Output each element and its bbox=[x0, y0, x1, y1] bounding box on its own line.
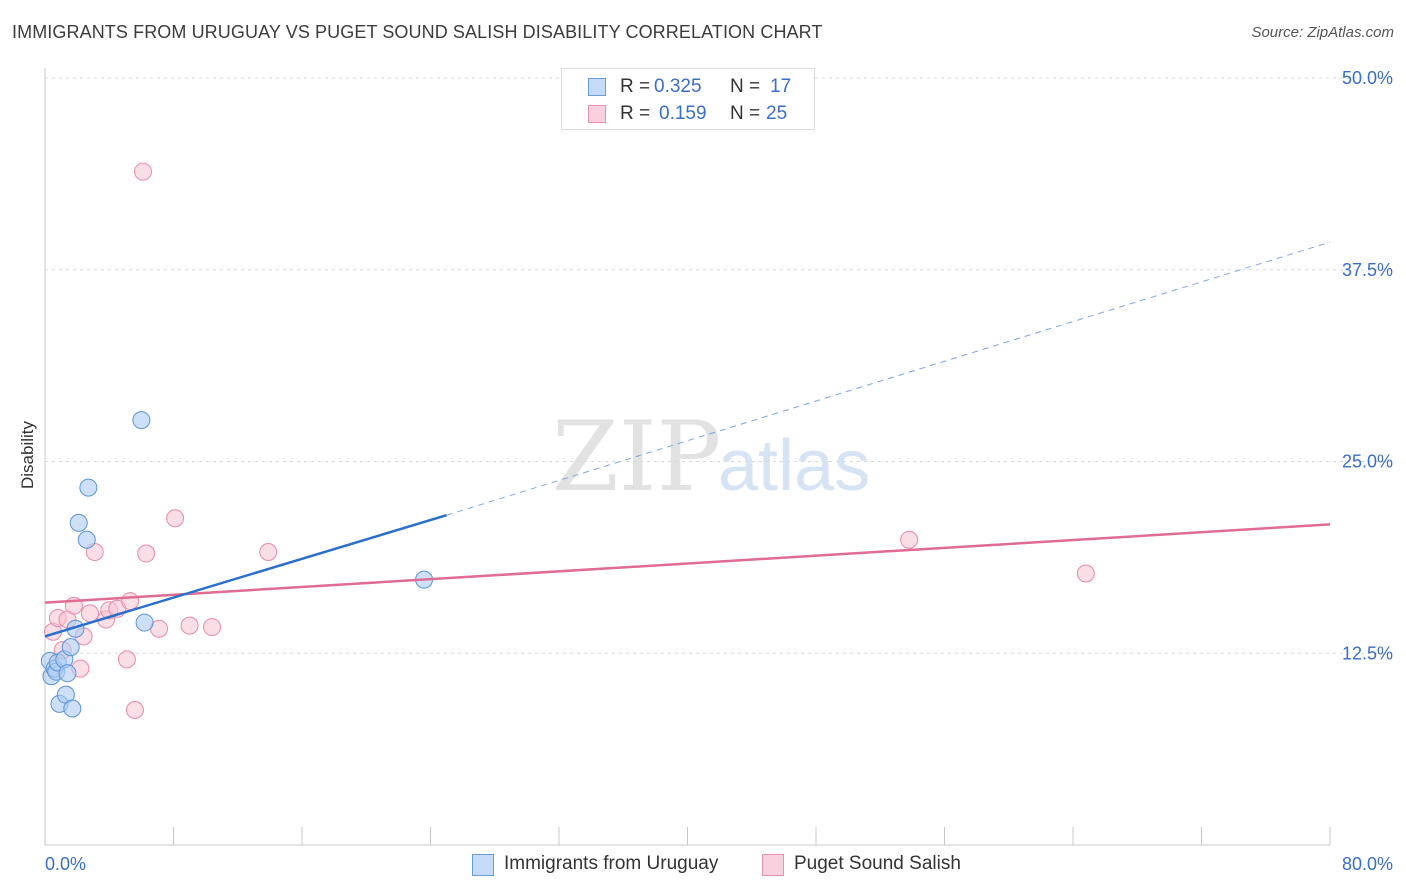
chart-title: IMMIGRANTS FROM URUGUAY VS PUGET SOUND S… bbox=[12, 22, 823, 42]
n-label: N = bbox=[730, 76, 761, 97]
r-label: R = bbox=[620, 103, 651, 124]
series-legend: Immigrants from Uruguay Puget Sound Sali… bbox=[0, 852, 1406, 878]
legend-swatch-salish bbox=[588, 105, 606, 123]
data-point-uruguay bbox=[132, 411, 151, 430]
data-point-salish bbox=[133, 162, 152, 181]
data-point-uruguay bbox=[69, 513, 88, 532]
trend-line-uruguay bbox=[44, 513, 447, 638]
trend-lines bbox=[44, 241, 1331, 638]
grid-lines bbox=[45, 77, 1395, 654]
r-value-salish: 0.159 bbox=[659, 103, 707, 124]
data-point-salish bbox=[900, 530, 919, 549]
data-point-salish bbox=[259, 543, 278, 562]
y-tick-labels: 12.5% 25.0% 37.5% 50.0% bbox=[1342, 68, 1393, 663]
x-ticks: 0.0% 80.0% bbox=[44, 827, 1393, 874]
x-tick-label: 0.0% bbox=[45, 854, 86, 874]
data-point-salish bbox=[125, 701, 144, 720]
data-point-uruguay bbox=[79, 478, 98, 497]
data-point-salish bbox=[166, 509, 185, 528]
stats-legend: R = 0.325 N = 17 R = 0.159 N = 25 bbox=[561, 68, 815, 130]
legend-label-salish: Puget Sound Salish bbox=[794, 853, 961, 874]
trend-line-uruguay-extension bbox=[446, 241, 1331, 516]
data-point-uruguay bbox=[58, 664, 77, 683]
data-point-salish bbox=[137, 544, 156, 563]
n-value-salish: 25 bbox=[766, 103, 788, 124]
watermark: ZIP atlas bbox=[552, 401, 870, 513]
y-tick-label: 37.5% bbox=[1342, 260, 1393, 280]
data-point-uruguay bbox=[61, 638, 80, 657]
series-uruguay-points bbox=[40, 411, 434, 718]
watermark-zip: ZIP bbox=[552, 401, 721, 513]
data-point-uruguay bbox=[77, 530, 96, 549]
data-point-salish bbox=[1076, 564, 1095, 583]
legend-swatch-salish bbox=[762, 854, 784, 876]
data-point-salish bbox=[117, 650, 136, 669]
data-point-salish bbox=[121, 592, 140, 611]
x-tick-label: 80.0% bbox=[1342, 854, 1393, 874]
data-point-uruguay bbox=[63, 699, 82, 718]
legend-swatch-uruguay bbox=[472, 854, 494, 876]
n-value-uruguay: 17 bbox=[770, 76, 792, 97]
data-point-salish bbox=[203, 618, 222, 637]
r-label: R = bbox=[620, 76, 651, 97]
source-credit: Source: ZipAtlas.com bbox=[1251, 24, 1394, 41]
y-tick-label: 25.0% bbox=[1342, 452, 1393, 472]
data-point-uruguay bbox=[135, 613, 154, 632]
r-value-uruguay: 0.325 bbox=[654, 76, 702, 97]
data-point-salish bbox=[180, 616, 199, 635]
y-tick-label: 12.5% bbox=[1342, 643, 1393, 663]
trend-line-salish bbox=[44, 523, 1331, 604]
y-tick-label: 50.0% bbox=[1342, 68, 1393, 88]
data-point-salish bbox=[80, 604, 99, 623]
legend-swatch-uruguay bbox=[588, 78, 606, 96]
n-label: N = bbox=[730, 103, 761, 124]
watermark-atlas: atlas bbox=[718, 426, 870, 506]
legend-label-uruguay: Immigrants from Uruguay bbox=[504, 853, 719, 874]
